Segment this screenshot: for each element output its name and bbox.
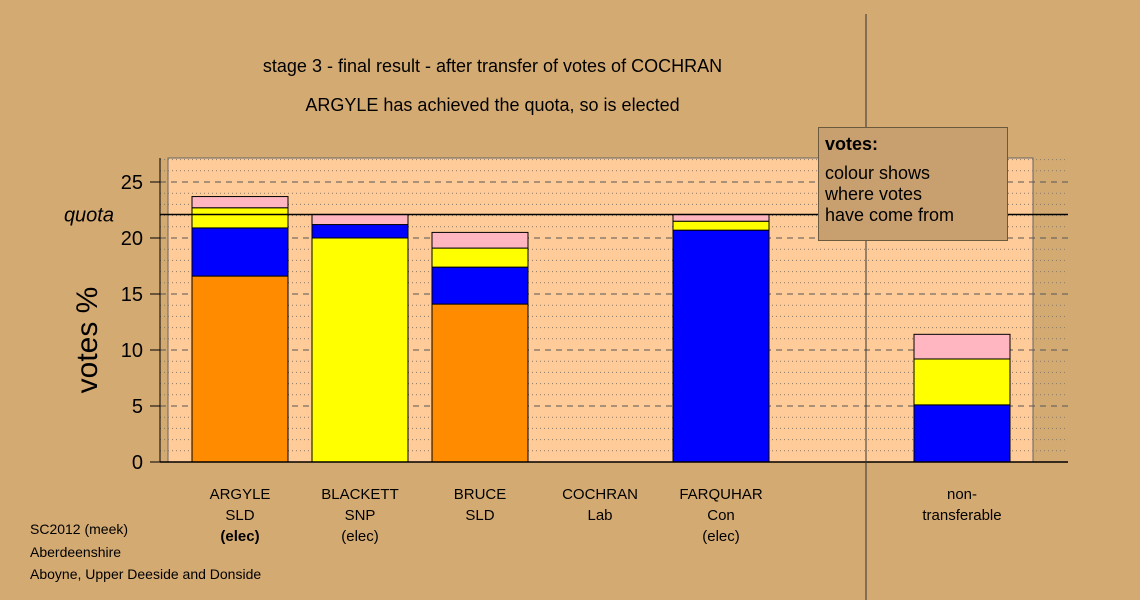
bar-segment	[191, 207, 289, 229]
bar-segment	[431, 266, 529, 305]
bar-segment	[913, 333, 1011, 360]
chart-title-line-2: ARGYLE has achieved the quota, so is ele…	[305, 95, 680, 115]
legend-box: votes: colour shows where votes have com…	[818, 127, 1008, 241]
x-category-label: (elec)	[341, 528, 379, 545]
y-tick-label-5: 5	[132, 396, 143, 418]
x-category-label: SLD	[465, 507, 494, 524]
x-category-label: ARGYLE	[210, 486, 271, 503]
footer-council: Aberdeenshire	[30, 544, 122, 560]
y-tick-label-10: 10	[121, 340, 143, 362]
x-category-label: transferable	[922, 507, 1001, 524]
footer-ward: Aboyne, Upper Deeside and Donside	[30, 566, 262, 582]
bar-segment	[672, 220, 770, 231]
bar-segment	[672, 213, 770, 222]
bar-segment	[913, 358, 1011, 406]
bar-segment	[191, 275, 289, 463]
x-category-label: non-	[947, 486, 977, 503]
x-category-label: COCHRAN	[562, 486, 638, 503]
x-category-label: Lab	[587, 507, 612, 524]
bar-segment	[431, 231, 529, 249]
chart-title-line-1: stage 3 - final result - after transfer …	[262, 56, 723, 76]
legend-line-1: colour shows	[825, 163, 931, 183]
x-category-label: FARQUHAR	[679, 486, 763, 503]
y-tick-label-25: 25	[121, 172, 143, 194]
bar-segment	[672, 229, 770, 463]
x-category-label: (elec)	[220, 528, 259, 545]
bar-segment	[311, 224, 409, 239]
bar-segment	[191, 196, 289, 209]
y-axis-label: votes %	[71, 287, 104, 394]
bar-segment	[311, 237, 409, 463]
y-tick-label-0: 0	[132, 452, 143, 474]
bar-segment	[311, 213, 409, 226]
x-category-label: (elec)	[702, 528, 740, 545]
legend-heading: votes:	[825, 134, 879, 154]
x-category-label: BLACKETT	[321, 486, 399, 503]
footer-source: SC2012 (meek)	[30, 521, 129, 537]
bar-segment	[431, 247, 529, 268]
bar-segment	[431, 303, 529, 463]
bar-segment	[913, 404, 1011, 463]
x-category-label: SNP	[345, 507, 376, 524]
x-category-label: Con	[707, 507, 735, 524]
legend-line-3: have come from	[825, 205, 955, 225]
y-tick-label-15: 15	[121, 284, 143, 306]
legend-line-2: where votes	[825, 184, 923, 204]
y-tick-label-20: 20	[121, 228, 143, 250]
x-category-label: BRUCE	[454, 486, 507, 503]
bar-segment	[191, 227, 289, 277]
x-category-label: SLD	[225, 507, 254, 524]
quota-label: quota	[64, 204, 114, 226]
